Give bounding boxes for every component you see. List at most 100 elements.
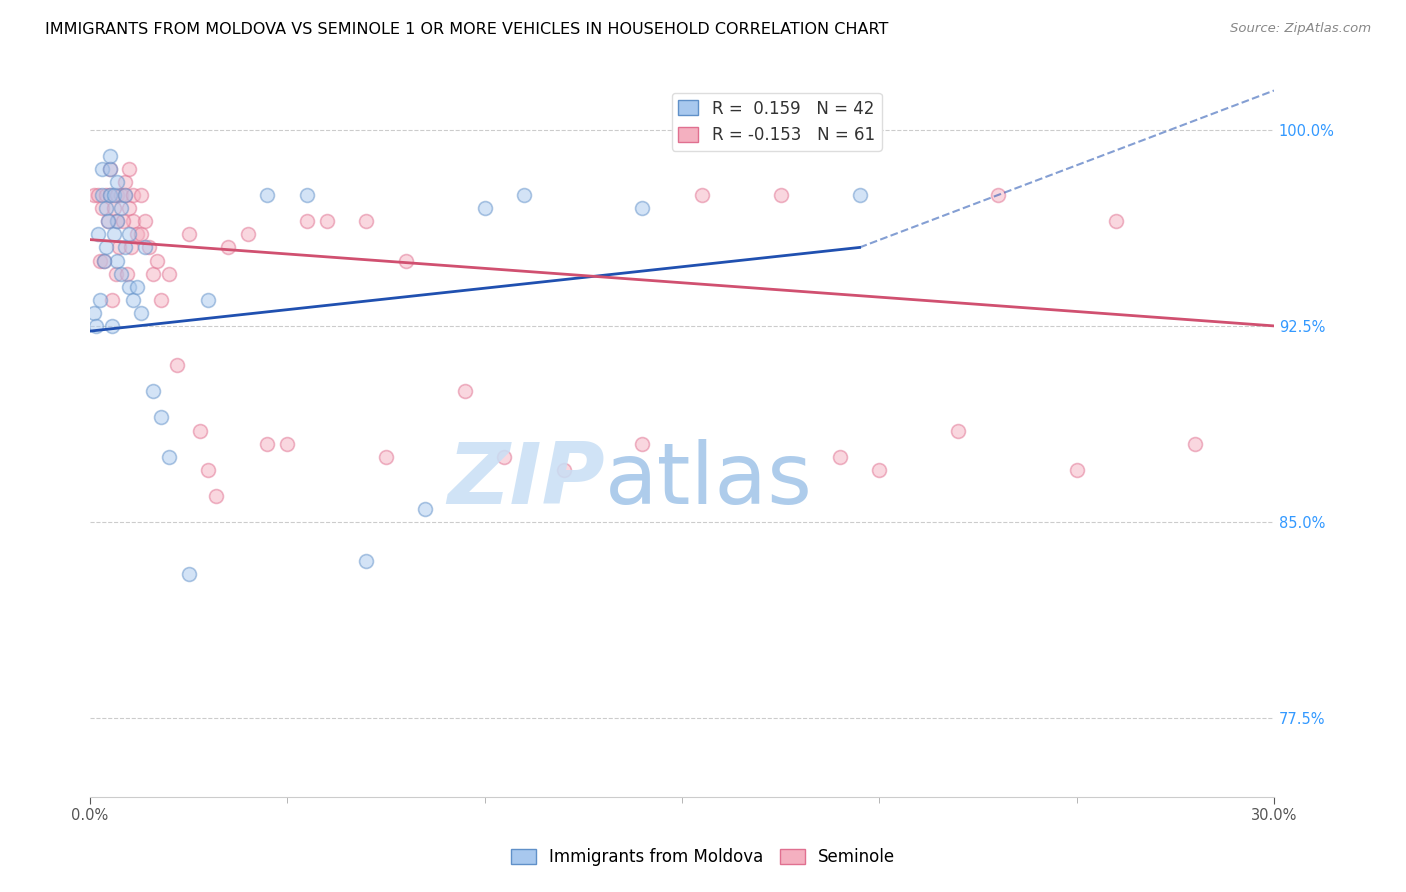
Point [94, 201, 117, 215]
Point [100, 318, 122, 333]
Point [256, 436, 278, 450]
Point [295, 188, 318, 202]
Point [1184, 436, 1206, 450]
Point [122, 214, 145, 228]
Point [110, 188, 132, 202]
Point [315, 214, 337, 228]
Point [631, 436, 654, 450]
Point [142, 384, 165, 399]
Point [217, 240, 239, 254]
Point [236, 227, 259, 242]
Point [190, 424, 212, 438]
Point [117, 267, 139, 281]
Point [395, 253, 418, 268]
Point [112, 214, 135, 228]
Point [122, 293, 145, 307]
Point [83, 188, 105, 202]
Text: IMMIGRANTS FROM MOLDOVA VS SEMINOLE 1 OR MORE VEHICLES IN HOUSEHOLD CORRELATION : IMMIGRANTS FROM MOLDOVA VS SEMINOLE 1 OR… [45, 22, 889, 37]
Point [98, 188, 121, 202]
Point [107, 188, 129, 202]
Point [494, 450, 516, 464]
Point [129, 227, 152, 242]
Point [103, 188, 125, 202]
Point [97, 214, 120, 228]
Point [415, 502, 437, 516]
Point [769, 188, 792, 202]
Point [107, 214, 129, 228]
Point [197, 463, 219, 477]
Point [103, 227, 125, 242]
Point [108, 240, 131, 254]
Point [107, 253, 129, 268]
Point [114, 175, 136, 189]
Point [87, 188, 110, 202]
Point [354, 554, 377, 568]
Point [104, 267, 127, 281]
Point [276, 436, 298, 450]
Point [295, 214, 318, 228]
Point [110, 267, 132, 281]
Point [84, 318, 107, 333]
Point [89, 253, 111, 268]
Point [138, 240, 160, 254]
Point [129, 306, 152, 320]
Text: Source: ZipAtlas.com: Source: ZipAtlas.com [1230, 22, 1371, 36]
Point [103, 201, 125, 215]
Point [90, 161, 112, 176]
Point [114, 188, 136, 202]
Point [166, 358, 188, 372]
Point [107, 214, 129, 228]
Point [87, 227, 110, 242]
Point [142, 267, 165, 281]
Point [122, 188, 145, 202]
Point [129, 188, 152, 202]
Point [118, 161, 141, 176]
Point [83, 306, 105, 320]
Point [90, 201, 112, 215]
Point [149, 293, 172, 307]
Point [1066, 463, 1088, 477]
Legend: R =  0.159   N = 42, R = -0.153   N = 61: R = 0.159 N = 42, R = -0.153 N = 61 [672, 93, 882, 151]
Point [93, 253, 115, 268]
Point [157, 450, 180, 464]
Point [631, 201, 654, 215]
Point [828, 450, 851, 464]
Point [146, 253, 169, 268]
Point [474, 201, 496, 215]
Point [127, 279, 149, 293]
Point [513, 188, 536, 202]
Point [134, 214, 156, 228]
Point [98, 188, 121, 202]
Point [868, 463, 890, 477]
Point [948, 424, 970, 438]
Point [149, 410, 172, 425]
Legend: Immigrants from Moldova, Seminole: Immigrants from Moldova, Seminole [503, 842, 903, 873]
Point [354, 214, 377, 228]
Point [1105, 214, 1128, 228]
Point [553, 463, 575, 477]
Point [454, 384, 477, 399]
Point [98, 161, 121, 176]
Point [98, 149, 121, 163]
Point [94, 188, 117, 202]
Point [110, 201, 132, 215]
Point [93, 253, 115, 268]
Point [97, 214, 120, 228]
Point [89, 293, 111, 307]
Point [690, 188, 713, 202]
Point [94, 240, 117, 254]
Point [374, 450, 396, 464]
Point [157, 267, 180, 281]
Point [118, 201, 141, 215]
Point [118, 279, 141, 293]
Point [177, 567, 200, 582]
Point [118, 227, 141, 242]
Text: ZIP: ZIP [447, 439, 605, 522]
Point [90, 188, 112, 202]
Point [177, 227, 200, 242]
Point [848, 188, 870, 202]
Point [127, 227, 149, 242]
Point [120, 240, 142, 254]
Point [256, 188, 278, 202]
Text: atlas: atlas [605, 439, 813, 522]
